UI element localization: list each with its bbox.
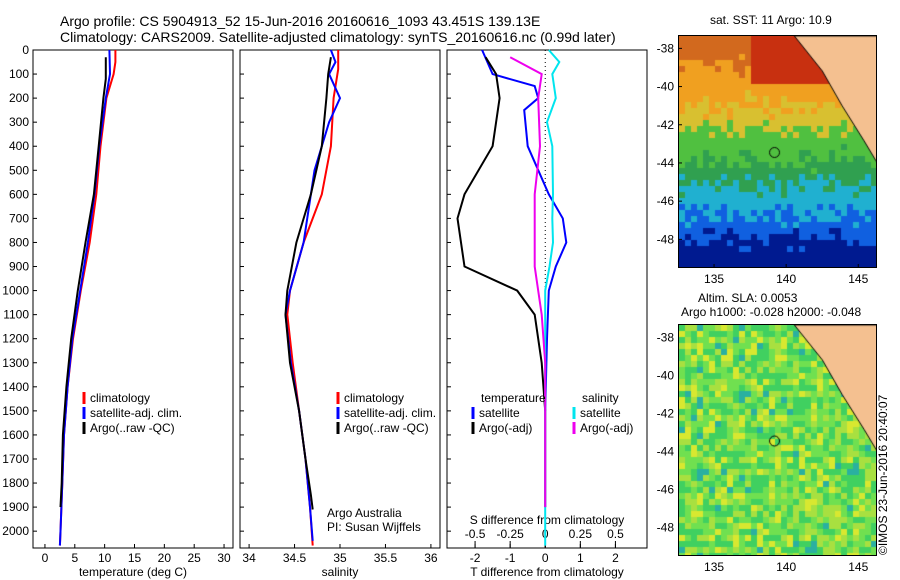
plot-frame-difference bbox=[446, 49, 648, 549]
x-tick-label-difference: -1 bbox=[505, 551, 516, 565]
y-tick-label: 0 bbox=[22, 43, 29, 57]
legend-sal-1-label: satellite-adj. clim. bbox=[344, 406, 436, 420]
series-line-temperature bbox=[59, 57, 107, 508]
y-tick-label: 1100 bbox=[3, 308, 29, 322]
credit-text: ©IMOS 23-Jun-2016 20:40:07 bbox=[876, 394, 890, 555]
x-tick-label-temperature: 5 bbox=[71, 551, 78, 565]
legend-temp-2-label: Argo(..raw -QC) bbox=[90, 421, 175, 435]
y-tick-label: 1900 bbox=[2, 500, 29, 514]
series-line-temperature bbox=[58, 49, 112, 546]
series-line-difference bbox=[456, 56, 547, 508]
x2-tick-label: -0.5 bbox=[465, 527, 486, 541]
x-tick-label-salinity: 36 bbox=[424, 551, 438, 565]
x-tick-label-difference: 1 bbox=[577, 551, 584, 565]
y-tick-label: 600 bbox=[9, 187, 29, 201]
x-tick-label-salinity: 34 bbox=[242, 551, 256, 565]
x-tick-label-salinity: 35 bbox=[333, 551, 347, 565]
y-tick-label: 500 bbox=[9, 163, 29, 177]
series-line-difference bbox=[481, 49, 568, 411]
x-tick-label-temperature: 20 bbox=[158, 551, 172, 565]
series-line-difference bbox=[509, 56, 547, 508]
x-tick-label-temperature: 15 bbox=[128, 551, 142, 565]
y-tick-label: 1000 bbox=[2, 284, 29, 298]
x2-axis-label: S difference from climatology bbox=[470, 513, 625, 527]
y-tick-label: 2000 bbox=[2, 524, 29, 538]
y-tick-label: 1600 bbox=[2, 428, 29, 442]
legend-temp-title: temperature bbox=[481, 391, 546, 405]
series-line-difference bbox=[544, 49, 561, 546]
legend-sal-0-label: climatology bbox=[344, 391, 404, 405]
plot-frame-salinity bbox=[239, 49, 441, 549]
annotation-line-1: Argo Australia bbox=[327, 506, 402, 520]
y-tick-label: 1500 bbox=[2, 404, 29, 418]
y-tick-label: 800 bbox=[9, 235, 29, 249]
y-tick-label: 100 bbox=[9, 67, 29, 81]
series-line-salinity bbox=[286, 50, 340, 546]
series-line-salinity bbox=[284, 57, 332, 510]
x2-tick-label: 0.25 bbox=[569, 527, 593, 541]
y-tick-label: 300 bbox=[9, 115, 29, 129]
legend-sal-2-label: Argo(..raw -QC) bbox=[344, 421, 429, 435]
y-tick-label: 200 bbox=[9, 91, 29, 105]
legend-temp-1-label: satellite-adj. clim. bbox=[90, 406, 182, 420]
y-tick-label: 400 bbox=[9, 139, 29, 153]
title-line-2: Climatology: CARS2009. Satellite-adjuste… bbox=[60, 29, 616, 45]
x-tick-label-salinity: 34.5 bbox=[283, 551, 307, 565]
legend-sal-title: salinity bbox=[582, 391, 619, 405]
y-tick-label: 1200 bbox=[2, 332, 29, 346]
y-tick-label: 1700 bbox=[2, 452, 29, 466]
legend-diff-t-sat-label: satellite bbox=[479, 406, 520, 420]
y-tick-label: 700 bbox=[9, 211, 29, 225]
legend-diff-t-argo-label: Argo(-adj) bbox=[479, 421, 532, 435]
sla-map bbox=[678, 324, 877, 556]
legend-diff-s-sat-label: satellite bbox=[580, 406, 621, 420]
sst-map-title: sat. SST: 11 Argo: 10.9 bbox=[710, 13, 832, 27]
y-tick-label: 900 bbox=[9, 260, 29, 274]
y-tick-label: 1300 bbox=[2, 356, 29, 370]
x2-tick-label: -0.25 bbox=[496, 527, 524, 541]
x-tick-label-difference: 2 bbox=[612, 551, 619, 565]
annotation-line-2: PI: Susan Wijffels bbox=[327, 520, 421, 534]
x-tick-label-difference: 0 bbox=[542, 551, 549, 565]
x-axis-label-temperature: temperature (deg C) bbox=[79, 565, 187, 579]
title-line-1: Argo profile: CS 5904913_52 15-Jun-2016 … bbox=[60, 13, 541, 29]
plot-frame-temperature bbox=[32, 49, 234, 549]
series-line-temperature bbox=[58, 50, 117, 546]
x-tick-label-temperature: 0 bbox=[42, 551, 49, 565]
x-tick-label-temperature: 30 bbox=[217, 551, 231, 565]
legend-diff-s-argo-label: Argo(-adj) bbox=[580, 421, 633, 435]
y-tick-label: 1400 bbox=[2, 380, 29, 394]
x2-tick-label: 0.5 bbox=[607, 527, 624, 541]
x-tick-label-salinity: 35.5 bbox=[374, 551, 398, 565]
x-tick-label-temperature: 10 bbox=[98, 551, 112, 565]
x-axis-label-difference: T difference from climatology bbox=[470, 565, 624, 579]
legend-temp-0-label: climatology bbox=[90, 391, 150, 405]
y-tick-label: 1800 bbox=[2, 476, 29, 490]
x-tick-label-difference: -2 bbox=[470, 551, 481, 565]
sla-map-title-1: Altim. SLA: 0.0053 bbox=[698, 291, 798, 305]
sla-map-title-2: Argo h1000: -0.028 h2000: -0.048 bbox=[681, 305, 862, 319]
x-axis-label-salinity: salinity bbox=[322, 565, 359, 579]
sst-map bbox=[678, 35, 877, 268]
x-tick-label-temperature: 25 bbox=[188, 551, 202, 565]
